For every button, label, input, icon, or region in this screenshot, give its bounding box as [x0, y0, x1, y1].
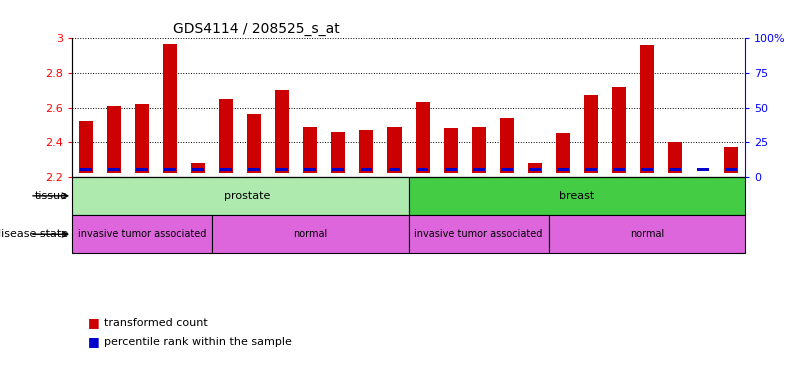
Text: ■: ■: [88, 316, 100, 329]
Bar: [163, 44, 177, 173]
Bar: [304, 127, 317, 173]
Bar: [276, 168, 288, 172]
Bar: [136, 168, 148, 172]
Bar: [669, 168, 681, 172]
Text: normal: normal: [293, 229, 328, 239]
Bar: [388, 127, 401, 173]
Bar: [248, 114, 261, 173]
Bar: [584, 96, 598, 173]
Text: invasive tumor associated: invasive tumor associated: [414, 229, 543, 239]
Bar: [80, 168, 92, 172]
Bar: [473, 168, 485, 172]
Text: invasive tumor associated: invasive tumor associated: [78, 229, 207, 239]
Bar: [192, 168, 204, 172]
Bar: [668, 142, 682, 173]
Bar: [556, 134, 570, 173]
Bar: [697, 168, 709, 172]
Text: ■: ■: [88, 335, 100, 348]
Text: disease state: disease state: [0, 229, 68, 239]
Bar: [557, 168, 569, 172]
Bar: [72, 177, 409, 215]
Bar: [612, 87, 626, 173]
Bar: [409, 177, 745, 215]
Text: GDS4114 / 208525_s_at: GDS4114 / 208525_s_at: [173, 22, 340, 36]
Bar: [107, 106, 121, 173]
Bar: [108, 168, 120, 172]
Text: percentile rank within the sample: percentile rank within the sample: [104, 337, 292, 347]
Text: normal: normal: [630, 229, 664, 239]
Bar: [191, 163, 205, 173]
Bar: [444, 128, 457, 173]
Bar: [641, 168, 653, 172]
Bar: [332, 168, 344, 172]
Text: breast: breast: [559, 191, 594, 201]
Bar: [276, 90, 289, 173]
Bar: [472, 127, 485, 173]
Bar: [212, 215, 409, 253]
Bar: [135, 104, 149, 173]
Bar: [360, 168, 372, 172]
Bar: [725, 168, 737, 172]
Bar: [500, 118, 513, 173]
Bar: [640, 45, 654, 173]
Bar: [332, 132, 345, 173]
Bar: [388, 168, 400, 172]
Bar: [501, 168, 513, 172]
Bar: [417, 168, 429, 172]
Text: prostate: prostate: [224, 191, 271, 201]
Bar: [529, 168, 541, 172]
Bar: [248, 168, 260, 172]
Bar: [528, 163, 541, 173]
Bar: [724, 147, 738, 173]
Bar: [360, 130, 373, 173]
Bar: [613, 168, 625, 172]
Bar: [445, 168, 457, 172]
Text: transformed count: transformed count: [104, 318, 208, 328]
Bar: [585, 168, 597, 172]
Bar: [409, 215, 549, 253]
Text: tissue: tissue: [35, 191, 68, 201]
Bar: [220, 168, 232, 172]
Bar: [304, 168, 316, 172]
Bar: [219, 99, 233, 173]
Bar: [72, 215, 212, 253]
Bar: [549, 215, 745, 253]
Bar: [416, 103, 429, 173]
Bar: [164, 168, 176, 172]
Bar: [79, 121, 93, 173]
